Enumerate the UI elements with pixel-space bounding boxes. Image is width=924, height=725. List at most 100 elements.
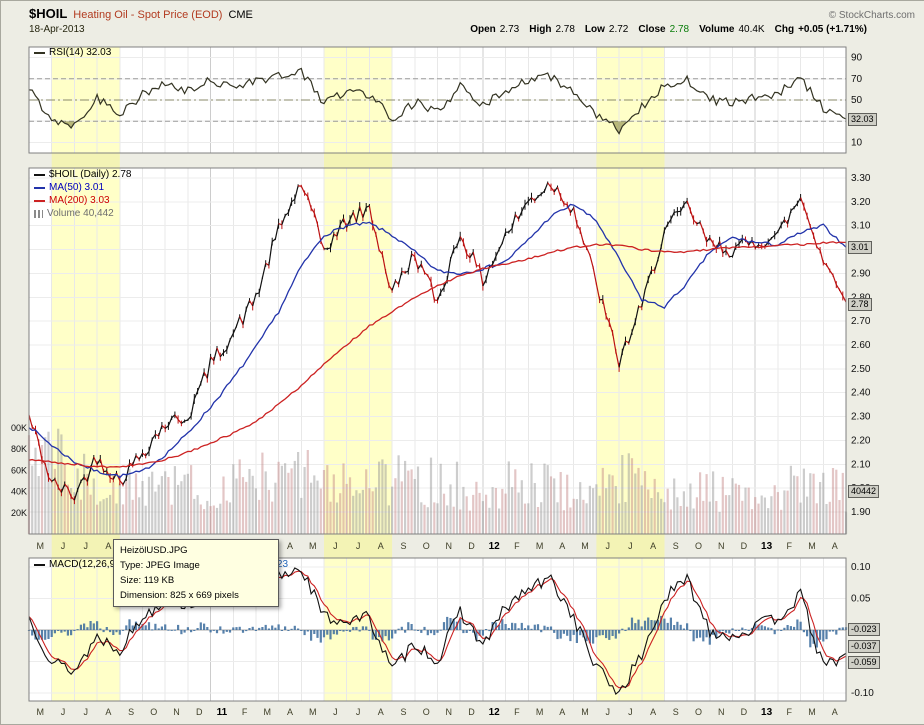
- x-axis-label-top: M: [808, 541, 816, 551]
- price-axis-label: 2.90: [851, 268, 871, 279]
- x-axis-label-bottom: M: [309, 707, 317, 717]
- x-axis-label-bottom: N: [718, 707, 725, 717]
- tooltip-size: Size: 119 KB: [120, 573, 272, 588]
- x-axis-label-bottom: A: [832, 707, 838, 717]
- x-axis-label-bottom: A: [287, 707, 293, 717]
- x-axis-label-top: 12: [489, 541, 501, 552]
- ma200-legend: MA(200) 3.03: [34, 195, 110, 206]
- x-axis-label-top: O: [695, 541, 702, 551]
- x-axis-label-top: A: [287, 541, 293, 551]
- x-axis-label-bottom: A: [378, 707, 384, 717]
- x-axis-label-top: J: [356, 541, 361, 551]
- x-axis-label-bottom: S: [400, 707, 406, 717]
- x-axis-label-bottom: M: [37, 707, 45, 717]
- high-label: High: [529, 24, 551, 35]
- x-axis-label-top: S: [673, 541, 679, 551]
- ma50-legend-label: MA(50) 3.01: [49, 182, 104, 193]
- x-axis-label-bottom: D: [741, 707, 748, 717]
- price-legend: $HOIL (Daily) 2.78: [34, 169, 131, 180]
- quote-row: 18-Apr-2013 Open 2.73 High 2.78 Low 2.72…: [29, 24, 867, 35]
- x-axis-label-top: F: [787, 541, 793, 551]
- x-axis-label-top: J: [333, 541, 338, 551]
- x-axis-label-top: A: [650, 541, 656, 551]
- x-axis-label-bottom: A: [105, 707, 111, 717]
- tooltip-filename: HeizölUSD.JPG: [120, 543, 272, 558]
- x-axis-label-bottom: S: [128, 707, 134, 717]
- x-axis-label-top: J: [605, 541, 610, 551]
- x-axis-label-bottom: J: [628, 707, 633, 717]
- file-info-tooltip: HeizölUSD.JPG Type: JPEG Image Size: 119…: [113, 539, 279, 607]
- x-axis-label-bottom: O: [150, 707, 157, 717]
- x-axis-label-top: N: [718, 541, 725, 551]
- chart-title: Heating Oil - Spot Price (EOD): [73, 9, 222, 21]
- x-axis-label-bottom: 13: [761, 707, 773, 718]
- x-axis-label-bottom: D: [196, 707, 203, 717]
- x-axis-label-top: J: [628, 541, 633, 551]
- x-axis-label-top: 13: [761, 541, 773, 552]
- x-axis-label-bottom: J: [61, 707, 66, 717]
- x-axis-label-top: A: [105, 541, 111, 551]
- x-axis-label-top: D: [741, 541, 748, 551]
- price-axis-label: 2.50: [851, 364, 871, 375]
- volume-axis-label: 80K: [11, 444, 27, 454]
- x-axis-label-bottom: J: [333, 707, 338, 717]
- ma200-legend-label: MA(200) 3.03: [49, 195, 110, 206]
- price-axis-label: 1.90: [851, 507, 871, 518]
- x-axis-label-bottom: S: [673, 707, 679, 717]
- ma50-line-icon: [34, 187, 45, 189]
- x-axis-label-top: D: [468, 541, 475, 551]
- ticker-symbol: $HOIL: [29, 6, 67, 21]
- close-value: 2.78: [670, 24, 689, 35]
- x-axis-label-bottom: M: [808, 707, 816, 717]
- x-axis-label-top: F: [514, 541, 520, 551]
- exchange-label: CME: [228, 9, 252, 21]
- tooltip-type: Type: JPEG Image: [120, 558, 272, 573]
- low-label: Low: [585, 24, 605, 35]
- x-axis-label-bottom: J: [83, 707, 88, 717]
- x-axis-label-top: A: [559, 541, 565, 551]
- x-axis-label-bottom: D: [468, 707, 475, 717]
- volume-axis-label: 60K: [11, 465, 27, 475]
- x-axis-label-bottom: F: [242, 707, 248, 717]
- price-axis-label: 2.30: [851, 412, 871, 423]
- price-legend-label: $HOIL (Daily) 2.78: [49, 169, 131, 180]
- volume-axis-label: 00K: [11, 423, 27, 433]
- rsi-line-icon: [34, 52, 45, 54]
- x-axis-label-bottom: N: [446, 707, 453, 717]
- chg-value: +0.05 (+1.71%): [798, 24, 867, 35]
- macd-axis-label: -0.10: [851, 688, 874, 699]
- volume-axis-label: 20K: [11, 508, 27, 518]
- ma50-legend: MA(50) 3.01: [34, 182, 104, 193]
- x-axis-label-bottom: N: [173, 707, 180, 717]
- macd-line-icon: [34, 564, 45, 566]
- ma50-value-badge: 3.01: [848, 241, 872, 254]
- rsi-axis-label: 50: [851, 95, 863, 106]
- price-axis-label: 2.70: [851, 316, 871, 327]
- volume-axis-label: 40K: [11, 487, 27, 497]
- volume-value: 40.4K: [738, 24, 764, 35]
- open-value: 2.73: [500, 24, 519, 35]
- low-value: 2.72: [609, 24, 628, 35]
- ma200-line-icon: [34, 200, 45, 202]
- close-label: Close: [638, 24, 665, 35]
- price-line-icon: [34, 174, 45, 176]
- x-axis-label-top: O: [423, 541, 430, 551]
- copyright: © StockCharts.com: [829, 10, 915, 21]
- chart-date: 18-Apr-2013: [29, 24, 85, 35]
- macd-hist-badge: -0.023: [848, 623, 880, 636]
- x-axis-label-top: M: [309, 541, 317, 551]
- volume-legend-label: Volume 40,442: [47, 208, 114, 219]
- rsi-legend-label: RSI(14) 32.03: [49, 47, 111, 58]
- x-axis-label-top: M: [536, 541, 544, 551]
- x-axis-label-top: J: [83, 541, 88, 551]
- price-axis-label: 3.30: [851, 173, 871, 184]
- rsi-axis-label: 70: [851, 74, 863, 85]
- price-axis-label: 3.20: [851, 197, 871, 208]
- macd-line-badge: -0.037: [848, 640, 880, 653]
- x-axis-label-top: A: [378, 541, 384, 551]
- x-axis-label-bottom: A: [559, 707, 565, 717]
- x-axis-label-bottom: A: [650, 707, 656, 717]
- rsi-value-badge: 32.03: [848, 113, 877, 126]
